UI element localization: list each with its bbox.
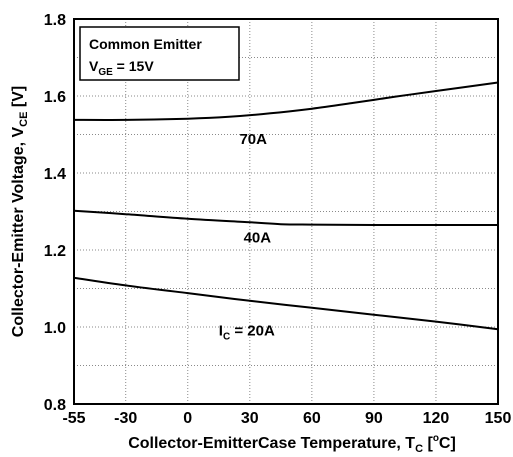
- x-axis-title-unit-open: [: [423, 435, 433, 452]
- series-label-rest: = 20A: [230, 322, 275, 339]
- series-line: [73, 276, 499, 331]
- legend: Common Emitter VGE = 15V: [79, 26, 240, 81]
- y-axis-title: Collector-Emitter Voltage, VCE [V]: [10, 86, 30, 337]
- y-tick-label: 1.8: [44, 12, 66, 29]
- x-tick-label: -30: [114, 410, 137, 427]
- y-axis-title-main: Collector-Emitter Voltage, V: [10, 127, 27, 338]
- y-tick-label: 1.6: [44, 89, 66, 106]
- legend-condition-main: V: [89, 58, 99, 74]
- legend-condition-rest: = 15V: [113, 58, 155, 74]
- x-tick-label: 30: [241, 410, 259, 427]
- y-axis-title-unit: [V]: [10, 86, 27, 112]
- x-tick-label: 120: [423, 410, 450, 427]
- legend-title: Common Emitter: [89, 36, 202, 52]
- y-tick-label: 1.0: [44, 320, 66, 337]
- y-tick-labels: 0.8 1.0 1.2 1.4 1.6 1.8: [44, 12, 66, 414]
- x-axis-title-main: Collector-EmitterCase Temperature, T: [128, 435, 415, 452]
- series-line: [73, 81, 499, 121]
- x-axis-title-unit-close: C]: [439, 435, 456, 452]
- x-tick-label: -55: [62, 410, 85, 427]
- x-axis-title-unit-sup: o: [433, 433, 439, 444]
- y-axis-title-sub: CE: [18, 112, 30, 127]
- x-axis-title: Collector-EmitterCase Temperature, TC [o…: [128, 433, 456, 455]
- series-label-main: 40A: [244, 229, 272, 246]
- legend-condition: VGE = 15V: [89, 58, 154, 78]
- x-axis-title-sub: C: [415, 443, 423, 455]
- series-label-main: 70A: [239, 131, 267, 148]
- y-tick-label: 1.2: [44, 243, 66, 260]
- x-tick-label: 60: [303, 410, 321, 427]
- series-label: 40A: [244, 229, 272, 246]
- series-label: 70A: [239, 131, 267, 148]
- series-label-sub: C: [223, 331, 230, 342]
- x-tick-labels: -55 -30 0 30 60 90 120 150: [62, 410, 511, 427]
- y-tick-label: 0.8: [44, 397, 66, 414]
- legend-box: [79, 26, 240, 81]
- plot-frame: [73, 18, 499, 405]
- grid: [74, 19, 498, 404]
- legend-condition-sub: GE: [98, 67, 113, 78]
- series-group: 70A 40A IC = 20A: [73, 81, 499, 342]
- series-label-main: I: [219, 322, 223, 339]
- series-line: [73, 209, 498, 227]
- y-tick-label: 1.4: [44, 166, 66, 183]
- x-tick-label: 0: [183, 410, 192, 427]
- series-label: IC = 20A: [219, 322, 275, 342]
- x-tick-label: 150: [485, 410, 512, 427]
- x-tick-label: 90: [365, 410, 383, 427]
